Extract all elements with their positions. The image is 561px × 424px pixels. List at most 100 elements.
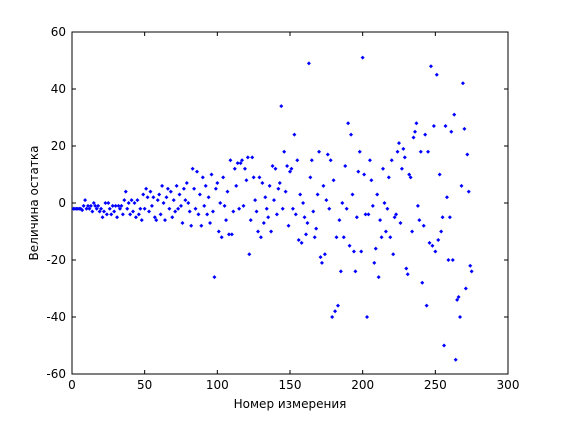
data-point bbox=[395, 149, 400, 154]
data-point bbox=[158, 212, 163, 217]
data-point bbox=[421, 223, 426, 228]
y-tick-label: 20 bbox=[51, 139, 66, 153]
data-point bbox=[443, 124, 448, 129]
data-point bbox=[273, 166, 278, 171]
data-point bbox=[264, 206, 269, 211]
data-point bbox=[372, 260, 377, 265]
data-point bbox=[366, 212, 371, 217]
data-point bbox=[250, 155, 255, 160]
data-point bbox=[253, 198, 258, 203]
data-point bbox=[183, 198, 188, 203]
data-point bbox=[392, 215, 397, 220]
data-point bbox=[109, 212, 114, 217]
data-point bbox=[412, 129, 417, 134]
data-point bbox=[463, 286, 468, 291]
y-tick-label: -20 bbox=[46, 253, 66, 267]
data-point bbox=[155, 198, 160, 203]
data-point bbox=[85, 203, 90, 208]
data-point bbox=[152, 215, 157, 220]
x-tick-label: 300 bbox=[497, 378, 520, 392]
data-point bbox=[100, 215, 105, 220]
data-point bbox=[437, 172, 442, 177]
data-point bbox=[455, 297, 460, 302]
data-point bbox=[197, 192, 202, 197]
data-point bbox=[446, 258, 451, 262]
data-point bbox=[306, 61, 311, 66]
data-point bbox=[450, 258, 455, 262]
data-point bbox=[270, 163, 275, 168]
data-point bbox=[436, 238, 441, 243]
x-tick-label: 250 bbox=[424, 378, 447, 392]
data-point bbox=[149, 203, 154, 208]
data-point bbox=[231, 209, 236, 214]
data-point bbox=[160, 183, 165, 188]
data-point bbox=[194, 169, 199, 174]
data-point bbox=[180, 220, 185, 225]
data-point bbox=[370, 203, 375, 208]
data-point bbox=[184, 181, 189, 186]
data-point bbox=[289, 166, 294, 171]
data-point bbox=[257, 175, 262, 180]
data-point bbox=[430, 243, 435, 248]
data-point bbox=[462, 126, 467, 131]
data-point bbox=[292, 132, 297, 137]
data-point bbox=[144, 186, 149, 191]
data-point bbox=[260, 181, 265, 186]
data-point bbox=[96, 203, 101, 208]
data-point bbox=[449, 129, 454, 134]
data-point bbox=[382, 201, 387, 205]
data-point bbox=[224, 218, 229, 223]
data-point bbox=[117, 206, 122, 211]
data-point bbox=[322, 252, 327, 257]
data-point bbox=[193, 206, 198, 211]
data-point bbox=[228, 158, 233, 163]
data-point bbox=[286, 223, 291, 228]
data-point bbox=[468, 263, 473, 268]
data-point bbox=[299, 240, 304, 245]
data-point bbox=[115, 215, 120, 220]
data-point bbox=[369, 178, 374, 183]
data-point bbox=[168, 189, 173, 194]
data-point bbox=[408, 175, 413, 180]
data-point bbox=[360, 55, 365, 60]
data-point bbox=[321, 183, 326, 188]
data-point bbox=[203, 183, 208, 188]
data-point bbox=[240, 158, 245, 163]
data-point bbox=[192, 186, 197, 191]
data-point bbox=[325, 152, 330, 157]
data-point bbox=[106, 201, 111, 205]
data-point bbox=[276, 186, 281, 191]
y-tick-label: 40 bbox=[51, 82, 66, 96]
data-point bbox=[431, 124, 436, 129]
data-point bbox=[347, 243, 352, 248]
data-point bbox=[298, 192, 303, 197]
data-point bbox=[80, 208, 85, 213]
data-point bbox=[218, 201, 223, 205]
data-point bbox=[378, 218, 383, 223]
data-point bbox=[428, 64, 433, 69]
data-point bbox=[254, 209, 259, 214]
data-point bbox=[225, 189, 230, 194]
data-point bbox=[317, 149, 322, 154]
data-point bbox=[99, 206, 104, 211]
data-point bbox=[397, 141, 401, 146]
data-point bbox=[459, 183, 464, 188]
data-point bbox=[161, 201, 166, 205]
data-point bbox=[367, 158, 372, 163]
data-point bbox=[418, 149, 423, 154]
data-point bbox=[353, 269, 358, 274]
data-point bbox=[199, 223, 204, 228]
data-point bbox=[350, 192, 355, 197]
data-point bbox=[177, 192, 182, 197]
data-point bbox=[120, 212, 125, 217]
data-point bbox=[131, 209, 136, 214]
data-point bbox=[301, 201, 306, 205]
data-point bbox=[107, 206, 112, 211]
data-point bbox=[157, 192, 162, 197]
data-point bbox=[190, 166, 195, 171]
data-point bbox=[97, 209, 102, 214]
data-point bbox=[460, 81, 465, 86]
plot-area bbox=[71, 31, 509, 375]
data-point bbox=[171, 198, 176, 203]
